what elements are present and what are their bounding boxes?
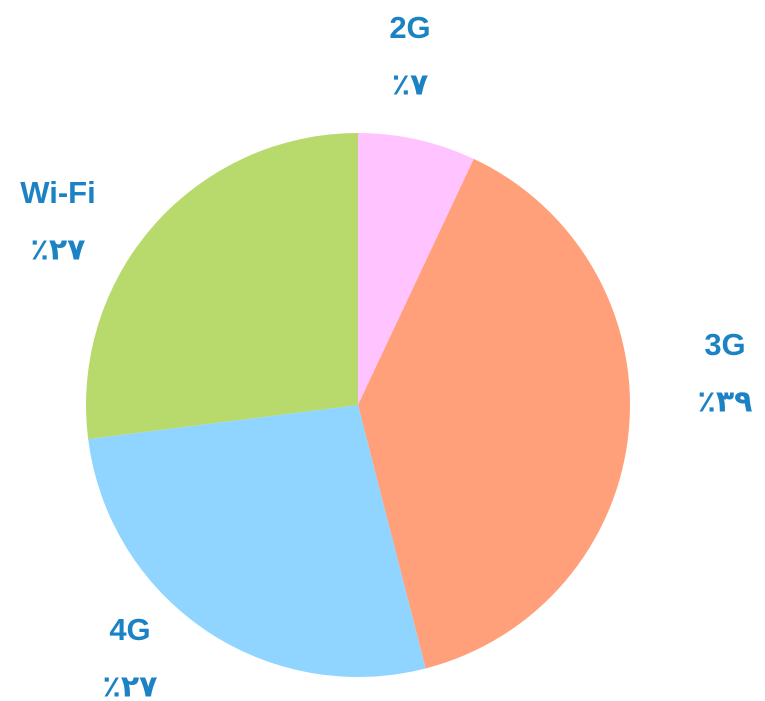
slice-value-label: ٪۲۷ (103, 670, 158, 701)
slice-name: 2G (389, 10, 430, 45)
slice-value-label: ٪۲۷ (31, 233, 86, 268)
pie-slice (358, 133, 474, 405)
pie-slice (358, 158, 630, 669)
slice-value-label: ٪۳۹ (698, 385, 753, 420)
slice-name: 4G (109, 612, 150, 647)
slice-name: 3G (704, 327, 745, 362)
slice-name: Wi-Fi (20, 175, 95, 210)
pie-slice (88, 405, 426, 677)
slice-value-label: ٪۷ (392, 68, 429, 103)
pie-slice (85, 133, 358, 440)
